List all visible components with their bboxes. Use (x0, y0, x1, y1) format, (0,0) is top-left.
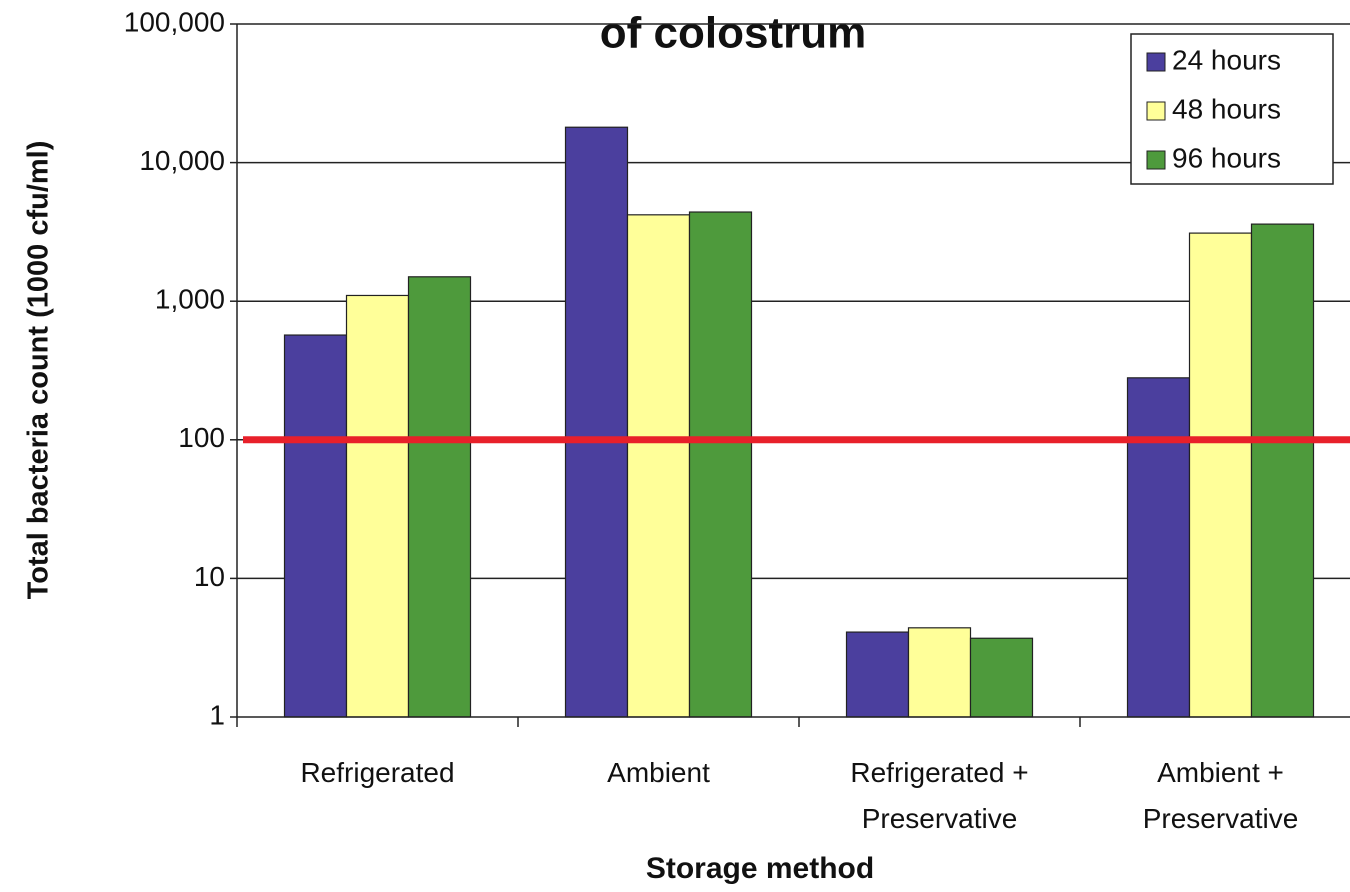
legend-label: 48 hours (1172, 93, 1281, 124)
bar (626, 214, 691, 718)
legend-label: 96 hours (1172, 142, 1281, 173)
x-tick-label: Refrigerated + Preservative (850, 757, 1028, 834)
bar (564, 126, 629, 718)
bar (688, 211, 753, 718)
y-tick-label: 1 (209, 699, 225, 730)
x-tick-label: Refrigerated (300, 757, 454, 788)
bar (283, 334, 348, 718)
x-tick-label: Ambient (607, 757, 710, 788)
x-tick-label-line: Ambient (607, 757, 710, 788)
y-tick-label: 10 (194, 561, 225, 592)
legend-swatch (1146, 150, 1166, 170)
legend-label: 24 hours (1172, 44, 1281, 75)
x-tick-label-line: Preservative (1143, 803, 1299, 834)
y-tick-label: 10,000 (139, 145, 225, 176)
y-tick-label: 100,000 (124, 6, 225, 37)
bar (345, 294, 410, 718)
x-tick-label-line: Refrigerated (300, 757, 454, 788)
bar (907, 627, 972, 718)
bar (969, 637, 1034, 718)
bar (407, 276, 472, 718)
x-tick-label-line: Ambient + (1157, 757, 1284, 788)
legend-swatch (1146, 101, 1166, 121)
x-axis-label: Storage method (646, 852, 874, 885)
y-tick-label: 1,000 (155, 284, 225, 315)
bar (845, 631, 910, 718)
bar (1188, 232, 1253, 718)
x-tick-label-line: Refrigerated + (850, 757, 1028, 788)
bar (1250, 223, 1315, 718)
x-tick-label: Ambient + Preservative (1143, 757, 1299, 834)
bar (1126, 377, 1191, 718)
x-tick-label-line: Preservative (862, 803, 1018, 834)
y-axis-label: Total bacteria count (1000 cfu/ml) (23, 141, 55, 600)
y-tick-label: 100 (178, 422, 225, 453)
legend-swatch (1146, 52, 1166, 72)
chart-title: of colostrum (600, 9, 866, 58)
